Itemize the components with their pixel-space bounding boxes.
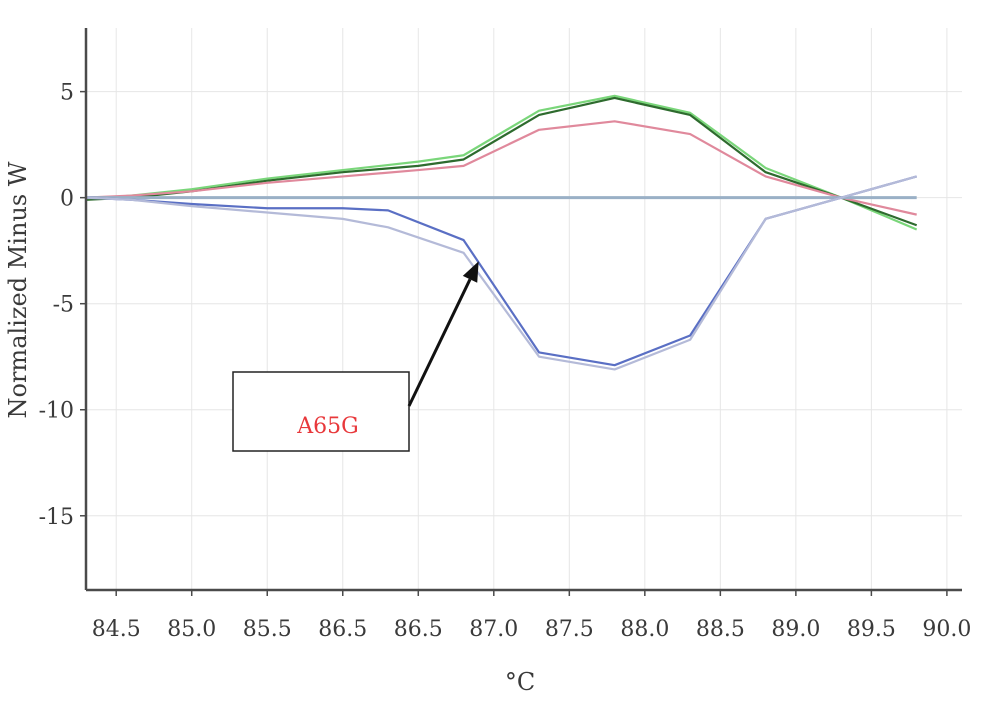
x-tick-label: 85.0: [167, 617, 216, 642]
x-tick-label: 85.5: [243, 617, 292, 642]
y-tick-label: -15: [39, 505, 74, 530]
annotation-arrow: [407, 278, 472, 407]
series-line-6: [85, 175, 917, 371]
x-tick-label: 90.0: [922, 617, 971, 642]
x-tick-label: 88.5: [696, 617, 745, 642]
x-tick-label: 84.5: [92, 617, 141, 642]
x-tick-label: 87.5: [545, 617, 594, 642]
x-axis-title: °C: [505, 668, 535, 696]
axes: [84, 28, 962, 592]
x-tick-label: 89.0: [771, 617, 820, 642]
grid: [86, 28, 962, 590]
annotation-box: [232, 371, 410, 452]
x-ticks: 84.5 85.0 85.5 86.5 86.5 87.0 87.5 88.0 88.5 89.0…: [92, 590, 971, 642]
y-tick-label: -5: [53, 293, 74, 318]
x-tick-label: 89.5: [847, 617, 896, 642]
x-tick-label: 86.5: [318, 617, 367, 642]
y-tick-label: 5: [60, 81, 74, 106]
y-tick-label: -10: [39, 399, 74, 424]
x-tick-label: 87.0: [469, 617, 518, 642]
series-line-1: [85, 94, 918, 231]
annotation-label: A65G: [296, 414, 358, 439]
series-line-3: [85, 120, 917, 216]
annotation-arrowhead: [462, 261, 479, 283]
x-tick-label: 86.5: [394, 617, 443, 642]
annotation: A65G: [232, 261, 479, 452]
y-axis-title: Normalized Minus W: [4, 161, 32, 418]
series-layer: [85, 94, 918, 371]
x-tick-label: 88.0: [620, 617, 669, 642]
y-tick-label: 0: [60, 187, 74, 212]
series-line-5: [85, 175, 917, 367]
y-ticks: 5 0 -5 -10 -15: [39, 81, 86, 530]
